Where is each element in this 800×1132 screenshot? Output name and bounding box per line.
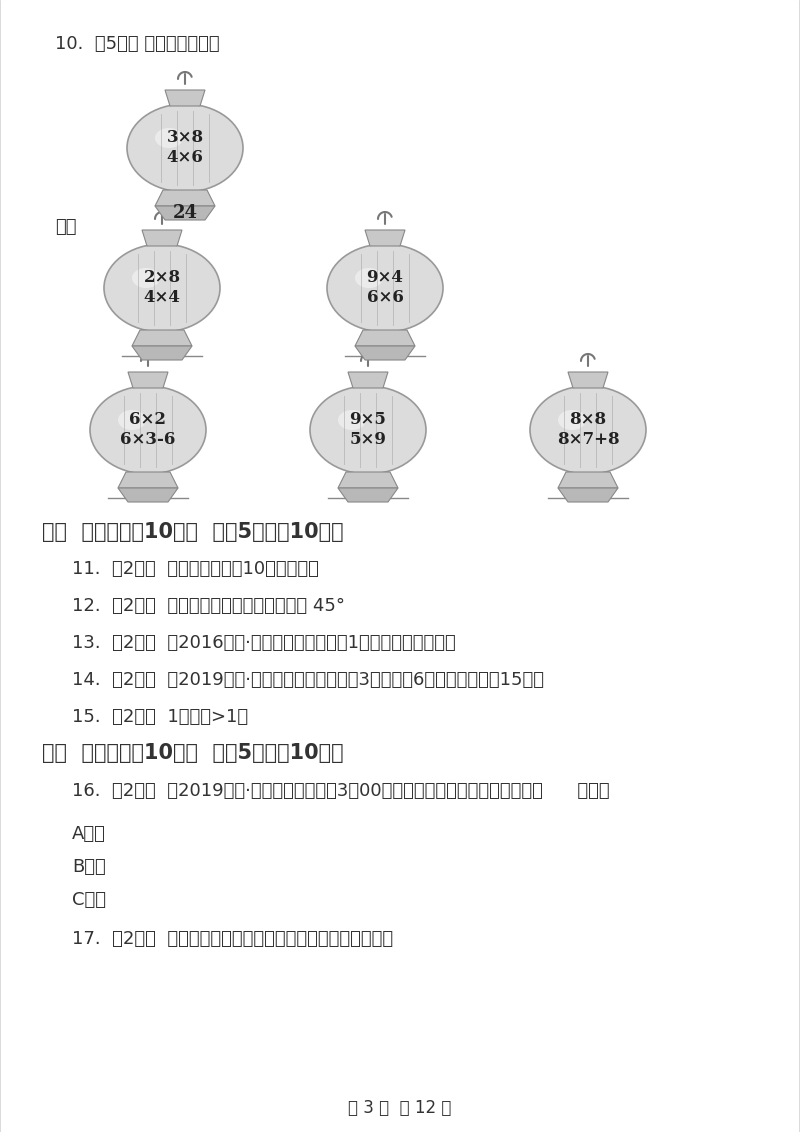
Polygon shape <box>558 488 618 501</box>
Text: 6×2: 6×2 <box>130 412 166 429</box>
Text: 例：: 例： <box>55 218 77 235</box>
Text: 8×8: 8×8 <box>570 412 606 429</box>
Text: 3×8: 3×8 <box>166 129 203 146</box>
Text: C．钝: C．钝 <box>72 891 106 909</box>
Text: 8×7+8: 8×7+8 <box>557 431 619 448</box>
Text: 9×4: 9×4 <box>366 269 403 286</box>
Text: 6×3-6: 6×3-6 <box>120 431 176 448</box>
Text: 12.  （2分）  等腰直角三角形的底角一定是 45°: 12. （2分） 等腰直角三角形的底角一定是 45° <box>72 597 345 615</box>
Ellipse shape <box>310 386 426 474</box>
Polygon shape <box>338 472 398 488</box>
Text: 14.  （2分）  （2019三上·京山期中）分针从数字3走到数字6，经过的时间是15分。: 14. （2分） （2019三上·京山期中）分针从数字3走到数字6，经过的时间是… <box>72 671 544 689</box>
Ellipse shape <box>90 386 206 474</box>
Polygon shape <box>365 230 405 246</box>
Text: 4×4: 4×4 <box>143 290 181 307</box>
Ellipse shape <box>558 410 586 430</box>
Text: 10.  （5分） 看算式写得数。: 10. （5分） 看算式写得数。 <box>55 35 220 53</box>
Polygon shape <box>155 206 215 220</box>
Text: 5×9: 5×9 <box>350 431 386 448</box>
Ellipse shape <box>132 268 160 288</box>
Text: 第 3 页  共 12 页: 第 3 页 共 12 页 <box>348 1099 452 1117</box>
Text: 9×5: 9×5 <box>350 412 386 429</box>
Text: 三、  判断。（共10分）  （共5题；共10分）: 三、 判断。（共10分） （共5题；共10分） <box>42 522 344 542</box>
Text: 6×6: 6×6 <box>366 290 403 307</box>
Text: 17.  （2分）  下面的图片是从空中看到的颁奖仪式上的场景。: 17. （2分） 下面的图片是从空中看到的颁奖仪式上的场景。 <box>72 931 393 947</box>
Ellipse shape <box>127 104 243 192</box>
Text: 四、  选择。（共10分）  （共5题；共10分）: 四、 选择。（共10分） （共5题；共10分） <box>42 743 344 763</box>
Polygon shape <box>568 372 608 388</box>
Ellipse shape <box>118 410 146 430</box>
Text: 4×6: 4×6 <box>166 149 203 166</box>
Text: 11.  （2分）  小华画了一条长10米的直线。: 11. （2分） 小华画了一条长10米的直线。 <box>72 560 319 578</box>
Text: 24: 24 <box>173 204 198 222</box>
Text: 16.  （2分）  （2019二上·椒江期末）钟面上3：00的时候，时针和分针形成的角是（      ）角。: 16. （2分） （2019二上·椒江期末）钟面上3：00的时候，时针和分针形成… <box>72 782 610 800</box>
Polygon shape <box>118 488 178 501</box>
Polygon shape <box>355 346 415 360</box>
Polygon shape <box>118 472 178 488</box>
Ellipse shape <box>338 410 366 430</box>
Text: B．直: B．直 <box>72 858 106 876</box>
Text: 13.  （2分）  （2016二上·新北期中）任何数与1相除，都得任何数。: 13. （2分） （2016二上·新北期中）任何数与1相除，都得任何数。 <box>72 634 456 652</box>
Text: A．锐: A．锐 <box>72 825 106 843</box>
Polygon shape <box>355 331 415 346</box>
Polygon shape <box>155 190 215 206</box>
Polygon shape <box>348 372 388 388</box>
Ellipse shape <box>155 128 183 148</box>
Ellipse shape <box>530 386 646 474</box>
Polygon shape <box>165 91 205 106</box>
Polygon shape <box>558 472 618 488</box>
Polygon shape <box>128 372 168 388</box>
Text: 15.  （2分）  1平方米>1米: 15. （2分） 1平方米>1米 <box>72 708 248 726</box>
Polygon shape <box>338 488 398 501</box>
Polygon shape <box>132 346 192 360</box>
Ellipse shape <box>327 245 443 332</box>
Polygon shape <box>142 230 182 246</box>
Text: 2×8: 2×8 <box>143 269 181 286</box>
Ellipse shape <box>355 268 383 288</box>
Polygon shape <box>132 331 192 346</box>
Ellipse shape <box>104 245 220 332</box>
